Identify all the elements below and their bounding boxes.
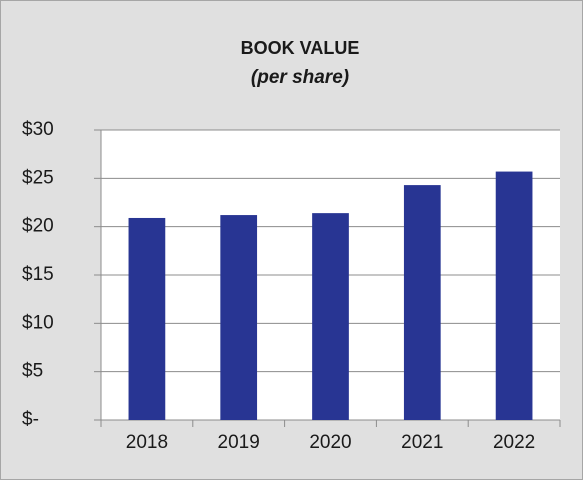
chart-title: BOOK VALUE	[241, 38, 360, 58]
bar	[220, 215, 258, 420]
x-tick-label: 2019	[218, 432, 260, 453]
y-tick-label: $15	[22, 264, 54, 285]
x-tick-label: 2020	[309, 432, 351, 453]
x-tick-label: 2022	[493, 432, 535, 453]
y-tick-label: $10	[22, 312, 54, 333]
y-tick-label: $20	[22, 216, 54, 237]
bar	[128, 217, 166, 420]
x-tick-label: 2018	[126, 432, 168, 453]
bar	[495, 171, 533, 420]
chart-subtitle: (per share)	[251, 67, 349, 88]
y-tick-label: $5	[22, 361, 43, 382]
bar	[312, 213, 349, 420]
y-tick-label: $-	[22, 409, 39, 430]
y-tick-label: $25	[22, 167, 54, 188]
bar	[403, 185, 441, 420]
x-tick-label: 2021	[401, 432, 443, 453]
y-tick-label: $30	[22, 119, 54, 140]
